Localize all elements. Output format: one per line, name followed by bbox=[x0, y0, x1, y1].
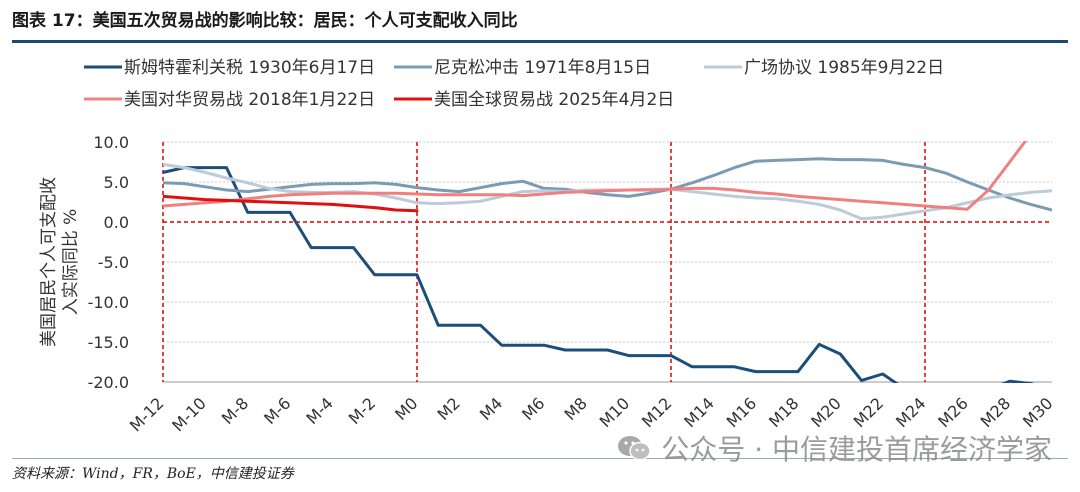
y-axis-label-line: 美国居民个人可支配收 bbox=[39, 177, 59, 347]
x-tick-label: M-2 bbox=[345, 394, 379, 428]
title-row: 图表 17：美国五次贸易战的影响比较：居民：个人可支配收入同比 bbox=[12, 6, 1068, 43]
series-line bbox=[163, 194, 419, 213]
chart-grid bbox=[163, 141, 1052, 383]
series-line bbox=[163, 166, 1035, 383]
title-underline bbox=[12, 40, 1068, 43]
x-tick-label: M-8 bbox=[218, 394, 252, 428]
x-tick-label: M0 bbox=[391, 394, 421, 424]
y-tick-label: -5.0 bbox=[98, 253, 129, 272]
chart-legend: 斯姆特霍利关税 1930年6月17日 尼克松冲击 1971年8月15日 广场协议 1… bbox=[84, 58, 944, 110]
y-tick-label: -20.0 bbox=[88, 373, 129, 392]
source-note: 资料来源：Wind，FR，BoE，中信建投证券 bbox=[12, 466, 294, 482]
chart-title: 图表 17：美国五次贸易战的影响比较：居民：个人可支配收入同比 bbox=[12, 11, 518, 31]
x-tick-label: M10 bbox=[596, 394, 634, 432]
x-tick-label: M16 bbox=[723, 394, 761, 432]
x-tick-label: M4 bbox=[476, 394, 506, 424]
y-tick-label: -15.0 bbox=[88, 333, 129, 352]
y-tick-label: -10.0 bbox=[88, 293, 129, 312]
x-tick-label: M24 bbox=[892, 394, 930, 432]
y-tick-label: 5.0 bbox=[104, 173, 129, 192]
x-tick-label: M12 bbox=[638, 394, 676, 432]
x-tick-label: M20 bbox=[807, 394, 845, 432]
reference-lines bbox=[162, 142, 1052, 382]
series-line bbox=[163, 157, 1052, 212]
y-tick-label: 0.0 bbox=[104, 213, 129, 232]
plot-area bbox=[163, 141, 1052, 383]
x-tick-label: M14 bbox=[680, 394, 718, 432]
legend-label: 美国对华贸易战 2018年1月22日 bbox=[124, 90, 375, 110]
line-chart: 斯姆特霍利关税 1930年6月17日 尼克松冲击 1971年8月15日 广场协议 1… bbox=[39, 58, 1057, 436]
series-line bbox=[163, 141, 1028, 211]
x-tick-label: M-4 bbox=[302, 394, 336, 428]
y-axis-label: 美国居民个人可支配收 入实际同比 % bbox=[39, 177, 81, 347]
y-axis: 10.0 5.0 0.0 -5.0 -10.0 -15.0 -20.0 bbox=[88, 133, 129, 392]
legend-label: 斯姆特霍利关税 1930年6月17日 bbox=[124, 58, 375, 78]
x-tick-label: M-10 bbox=[168, 394, 210, 436]
legend-label: 广场协议 1985年9月22日 bbox=[744, 58, 944, 78]
y-tick-label: 10.0 bbox=[93, 133, 129, 152]
legend-label: 尼克松冲击 1971年8月15日 bbox=[434, 58, 651, 78]
x-tick-label: M28 bbox=[977, 394, 1015, 432]
watermark: 公众号 · 中信建投首席经济学家 bbox=[617, 428, 1052, 468]
x-tick-label: M6 bbox=[518, 394, 548, 424]
x-tick-label: M8 bbox=[561, 394, 591, 424]
x-tick-label: M-6 bbox=[260, 394, 294, 428]
x-tick-label: M-12 bbox=[126, 394, 168, 436]
legend-label: 美国全球贸易战 2025年4月2日 bbox=[434, 90, 674, 110]
watermark-text: 公众号 · 中信建投首席经济学家 bbox=[661, 433, 1052, 466]
x-tick-label: M22 bbox=[850, 394, 888, 432]
x-tick-label: M2 bbox=[434, 394, 464, 424]
wechat-icon bbox=[617, 434, 652, 462]
x-tick-label: M18 bbox=[765, 394, 803, 432]
x-tick-label: M30 bbox=[1019, 394, 1057, 432]
footer-divider bbox=[12, 458, 1068, 459]
x-tick-label: M26 bbox=[934, 394, 972, 432]
y-axis-label-line: 入实际同比 % bbox=[61, 209, 81, 316]
